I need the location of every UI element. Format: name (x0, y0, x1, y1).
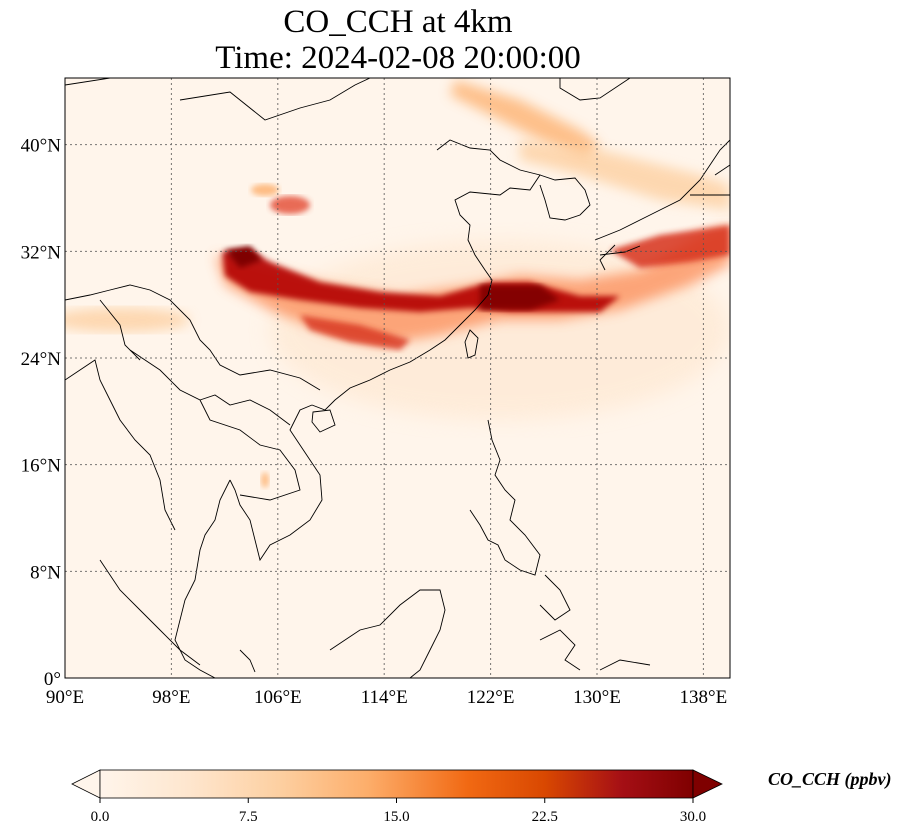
colorbar-tick-label: 22.5 (532, 809, 558, 825)
co-concentration-field (65, 80, 730, 488)
coastlines (65, 78, 730, 678)
lat-tick-label: 40°N (21, 136, 62, 157)
lon-tick-label: 130°E (573, 687, 621, 708)
lat-tick-label: 16°N (21, 456, 62, 477)
lon-tick-label: 122°E (467, 687, 515, 708)
lat-tick-label: 32°N (21, 242, 62, 263)
lat-tick-label: 0° (44, 669, 61, 690)
colorbar-tick-label: 0.0 (91, 809, 110, 825)
colorbar-under-extension (71, 769, 101, 799)
colorbar-ticks: 0.0 7.5 15.0 22.5 30.0 (91, 798, 706, 825)
colorbar-over-extension (692, 769, 723, 799)
lat-tick-label: 24°N (21, 349, 62, 370)
longitude-tick-labels: 90°E 98°E 106°E 114°E 122°E 130°E 138°E (46, 687, 727, 708)
map-title: CO_CCH at 4km (283, 4, 513, 40)
latitude-tick-labels: 0° 8°N 16°N 24°N 32°N 40°N (21, 136, 62, 690)
colorbar-tick-label: 30.0 (680, 809, 706, 825)
lon-tick-label: 90°E (46, 687, 84, 708)
colorbar-tick-label: 15.0 (383, 809, 409, 825)
colorbar-label: CO_CCH (ppbv) (768, 769, 892, 789)
colorbar: 0.0 7.5 15.0 22.5 30.0 (71, 769, 723, 825)
colorbar-gradient (99, 769, 694, 799)
lon-tick-label: 114°E (361, 687, 408, 708)
lat-tick-label: 8°N (30, 562, 61, 583)
map-subtitle-time: Time: 2024-02-08 20:00:00 (215, 40, 581, 76)
map-frame (64, 77, 731, 679)
lon-tick-label: 106°E (254, 687, 302, 708)
lon-tick-label: 98°E (152, 687, 190, 708)
colorbar-tick-label: 7.5 (239, 809, 258, 825)
lon-tick-label: 138°E (680, 687, 728, 708)
